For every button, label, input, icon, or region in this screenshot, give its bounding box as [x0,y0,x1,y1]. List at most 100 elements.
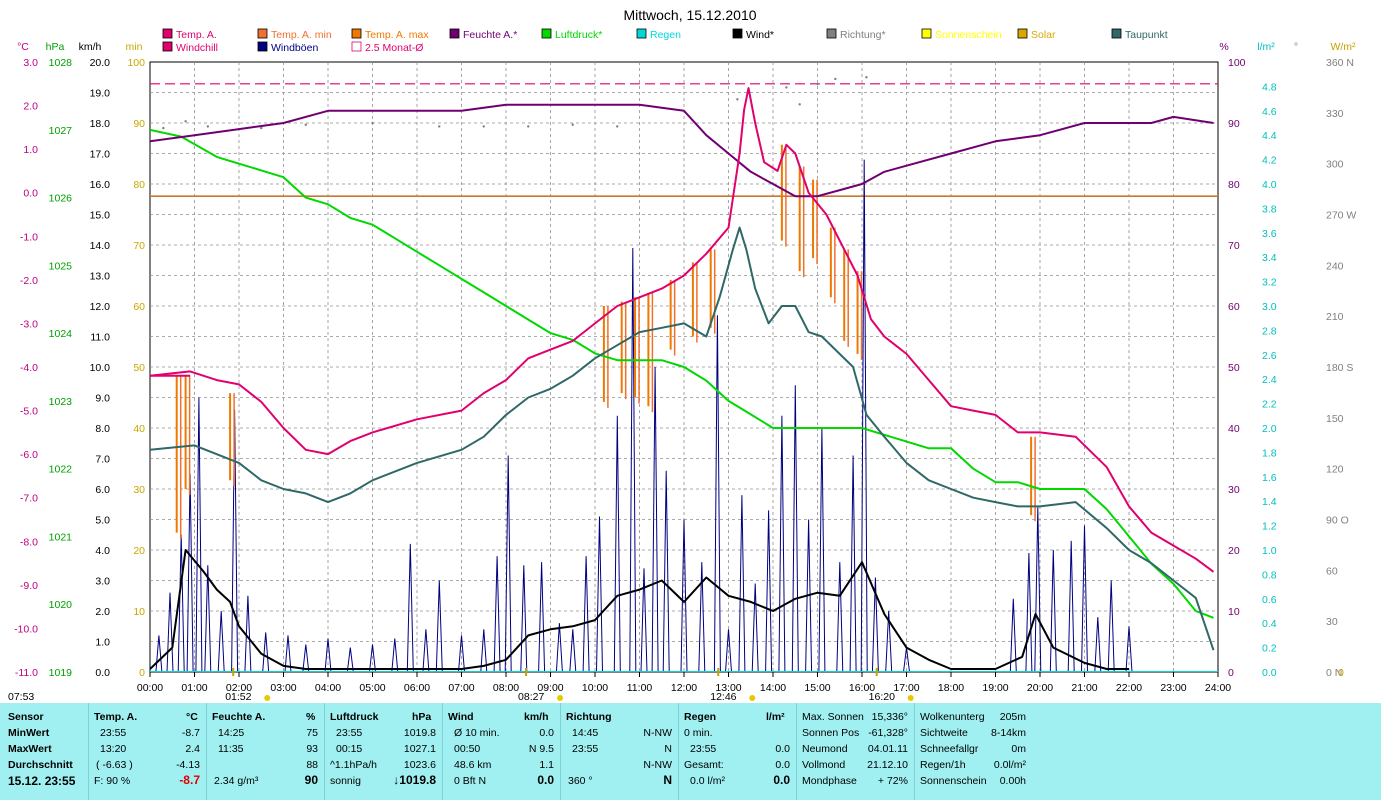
rain-tick-label: 2.6 [1262,350,1277,362]
legend-label: Windböen [271,42,318,54]
rain-tick-label: 4.2 [1262,155,1277,167]
sun-tick-label: 40 [133,423,145,435]
visibility-label: Sichtweite [920,727,968,739]
rain-current: 0.0 [773,773,790,787]
snowline-value: 0m [1011,743,1026,755]
stats-clouds-column: Wolkenunterg 205m Sichtweite 8-14km Schn… [914,703,1032,800]
wind-axis-unit: km/h [79,41,102,53]
sun-axis-unit: min [126,41,143,53]
legend-label: 2.5 Monat-Ø [365,42,423,54]
marker-label: 01:52 [225,691,251,703]
pressure-avg-value: 1023.6 [403,759,436,771]
wind-tick-label: 12.0 [90,301,111,313]
wind-distance: 48.6 km [454,759,492,771]
temp-tick-label: -4.0 [20,362,38,374]
wind-tick-label: 3.0 [95,576,110,588]
wind-tick-label: 4.0 [95,545,110,557]
direction-tick-label: 30 [1326,616,1338,628]
direction-axis-unit: ° [1294,41,1298,53]
direction-max-time: 23:55 [572,743,599,755]
sun-tick-label: 70 [133,240,145,252]
marker-sun-icon [749,695,756,701]
legend-label: Temp. A. min [271,29,332,41]
temp-axis-unit: °C [17,41,29,53]
sensor-header: Sensor [8,711,44,723]
astro-sun-pos-value: -61,328° [868,727,908,739]
temp-max-time: 13:20 [100,743,127,755]
sun-tick-label: 100 [127,57,145,69]
wind-current: 0.0 [537,773,554,787]
temp-tick-label: 1.0 [23,144,38,156]
rain-tick-label: 0.8 [1262,569,1277,581]
pressure-tick-label: 1026 [49,193,73,205]
x-tick-label: 09:00 [537,682,563,694]
temp-tick-label: -2.0 [20,275,38,287]
humidity-tick-label: 20 [1228,545,1240,557]
humidity-max-value: 93 [306,743,318,755]
x-tick-label: 03:00 [270,682,296,694]
x-tick-label: 08:00 [493,682,519,694]
x-tick-label: 13:00 [715,682,741,694]
rain-tick-label: 4.4 [1262,130,1277,142]
legend: Temp. A. Temp. A. min Temp. A. max Feuchte … [162,28,1168,54]
sun-tick-label: 60 [133,301,145,313]
series-richtung-dot [482,125,485,128]
wind-avg-value: 0.0 [539,727,554,739]
wind-max-time: 00:50 [454,743,481,755]
astro-moon-phase-value: + 72% [877,775,908,787]
rain-tick-label: 4.0 [1262,179,1277,191]
legend-swatch [162,28,173,39]
rain-tick-label: 0.2 [1262,643,1277,655]
rain-tick-label: 1.4 [1262,496,1277,508]
rain-tick-label: 4.6 [1262,106,1277,118]
rain-tick-label: 2.0 [1262,423,1277,435]
pressure-tick-label: 1027 [49,125,73,137]
series-richtung-dot [371,121,374,125]
wind-header: Wind [448,711,474,723]
humidity-max-time: 11:35 [218,743,244,755]
wind-unit: km/h [524,711,549,723]
rain-tick-label: 3.4 [1262,252,1277,264]
wind-tick-label: 9.0 [95,393,110,405]
visibility-value: 8-14km [990,727,1026,739]
humidity-avg-value: 88 [306,759,318,771]
x-tick-label: 24:00 [1205,682,1231,694]
x-tick-label: 23:00 [1160,682,1186,694]
wind-tick-label: 0.0 [95,667,110,679]
stats-sensor-column: Sensor MinWert MaxWert Durchschnitt 15.1… [0,703,89,800]
legend-swatch [636,28,647,39]
legend-swatch [826,28,837,39]
temp-tick-label: -11.0 [15,667,38,679]
wind-tick-label: 2.0 [95,606,110,618]
stats-temp-column: Temp. A. °C 23:55 -8.7 13:20 2.4 ( -6.63… [88,703,207,800]
direction-min-time: 14:45 [572,727,599,739]
sun-tick-label: 30 [133,484,145,496]
astro-new-moon-label: Neumond [802,743,848,755]
stats-astro-column: Max. Sonnen 15,336° Sonnen Pos -61,328° … [796,703,915,800]
humidity-axis-unit: % [1219,41,1228,53]
x-tick-label: 18:00 [938,682,964,694]
temp-feel: F: 90 % [94,775,131,787]
rain-tick-label: 0.6 [1262,594,1277,606]
temp-tick-label: -9.0 [20,580,38,592]
sun-tick-label: 50 [133,362,145,374]
x-tick-label: 21:00 [1071,682,1097,694]
series-richtung-dot [865,76,868,79]
temp-tick-label: 0.0 [23,188,38,200]
wind-tick-label: 14.0 [90,240,111,252]
marker-label: 12:46 [710,691,736,703]
temp-tick-label: -8.0 [20,536,38,548]
pressure-tick-label: 1023 [49,396,73,408]
pressure-tick-label: 1020 [49,599,73,611]
wind-max-value: N 9.5 [528,743,554,755]
pressure-trend: ^1.1hPa/h [330,759,377,771]
wind-tick-label: 7.0 [95,454,110,466]
legend-swatch [351,41,362,52]
wind-tick-label: 19.0 [90,88,111,100]
x-tick-label: 14:00 [760,682,786,694]
astro-sun-pos-label: Sonnen Pos [802,727,860,739]
x-tick-label: 17:00 [893,682,919,694]
rain-1h-label: Regen/1h [920,759,966,771]
legend-label: Luftdruck* [555,29,602,41]
series-richtung-dot [616,125,619,128]
